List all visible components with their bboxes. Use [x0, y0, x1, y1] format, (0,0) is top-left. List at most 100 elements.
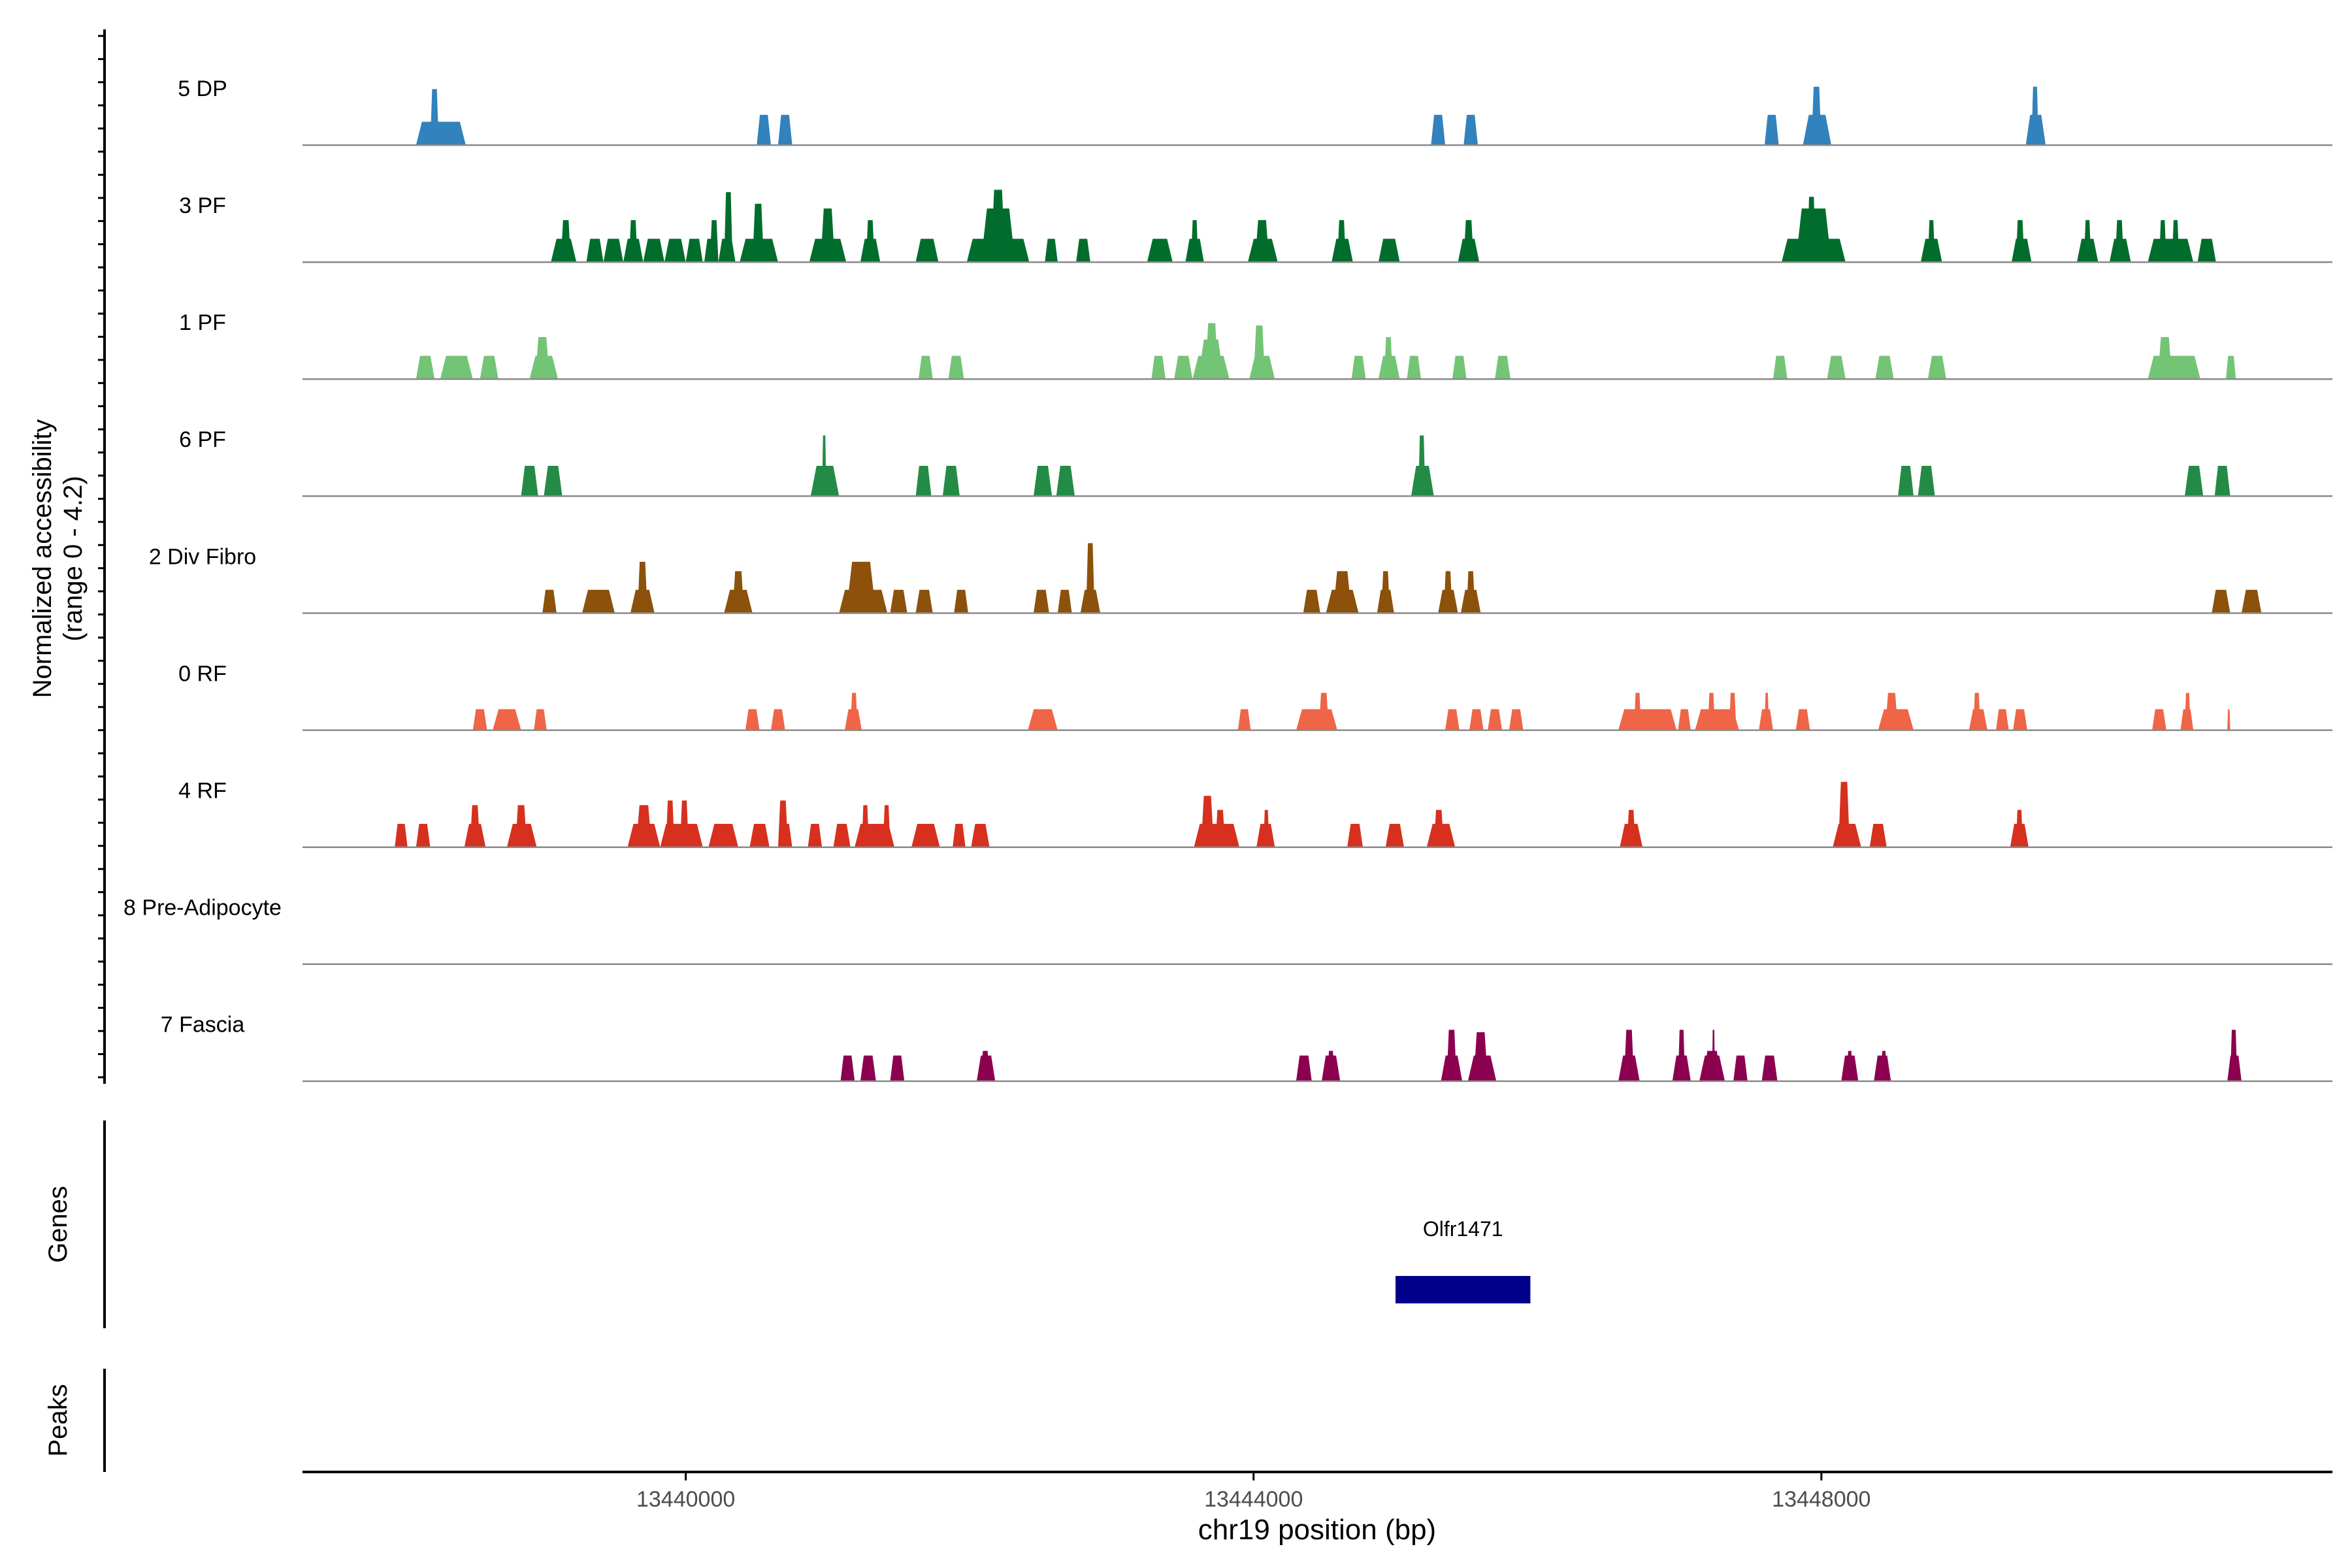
coverage-peak — [1431, 114, 1445, 146]
coverage-peak — [1733, 1055, 1748, 1081]
coverage-peak — [603, 238, 623, 263]
coverage-peak — [1712, 1030, 1715, 1081]
coverage-peak — [1627, 809, 1636, 847]
coverage-peak — [942, 466, 960, 497]
coverage-peak — [1764, 693, 1769, 730]
coverage-peak — [777, 114, 792, 146]
coverage-peak — [416, 824, 431, 847]
coverage-peak — [1807, 197, 1816, 263]
track-label: 4 RF — [178, 778, 227, 803]
coverage-peak — [850, 693, 858, 730]
coverage-peak — [544, 466, 563, 497]
coverage-peak — [1881, 1051, 1887, 1081]
x-tick-label: 13444000 — [1204, 1487, 1303, 1512]
coverage-peak — [534, 709, 547, 730]
coverage-peak — [1495, 355, 1511, 380]
track-1-pf: 1 PF — [179, 310, 2332, 380]
coverage-peak — [1076, 238, 1090, 263]
coverage-peak — [521, 466, 538, 497]
track-2-div-fibro: 2 Div Fibro — [149, 543, 2332, 614]
coverage-peak — [1433, 809, 1444, 847]
coverage-peak — [1028, 709, 1058, 730]
coverage-peak — [561, 220, 571, 263]
coverage-peak — [2083, 220, 2091, 263]
coverage-peak — [1445, 709, 1460, 730]
coverage-peak — [1473, 1032, 1488, 1081]
track-6-pf: 6 PF — [179, 427, 2332, 497]
coverage-peak — [1918, 466, 1935, 497]
coverage-peak — [629, 220, 638, 263]
coverage-peak — [1337, 220, 1346, 263]
coverage-peak — [710, 220, 719, 263]
coverage-peak — [1885, 693, 1899, 730]
coverage-peak — [1237, 709, 1251, 730]
x-tick-label: 13448000 — [1772, 1487, 1870, 1512]
coverage-peak — [821, 208, 835, 263]
coverage-peak — [1205, 323, 1218, 380]
coverage-peak — [2241, 589, 2262, 613]
coverage-peak — [2212, 589, 2230, 613]
coverage-peak — [637, 561, 647, 613]
coverage-peak — [664, 238, 686, 263]
coverage-peak — [1463, 114, 1478, 146]
coverage-peak — [2148, 355, 2200, 380]
coverage-peak — [915, 466, 932, 497]
coverage-peak — [542, 589, 557, 613]
coverage-peak — [2031, 86, 2039, 146]
coverage-peak — [1634, 693, 1641, 730]
coverage-peak — [866, 220, 875, 263]
coverage-peak — [493, 709, 521, 730]
coverage-peak — [2172, 220, 2180, 263]
coverage-peak — [643, 238, 664, 263]
coverage-peak — [2159, 220, 2166, 263]
coverage-peak — [1333, 571, 1352, 613]
coverage-peak — [1927, 220, 1935, 263]
coverage-peak — [757, 114, 771, 146]
coverage-peak — [1215, 809, 1226, 847]
coverage-peak — [1509, 709, 1524, 730]
coverage-peak — [1057, 589, 1072, 613]
coverage-peak — [1151, 355, 1166, 380]
coverage-peak — [395, 824, 408, 847]
coverage-peak — [1263, 809, 1269, 847]
coverage-peak — [971, 824, 990, 847]
coverage-peak — [808, 824, 823, 847]
track-3-pf: 3 PF — [179, 189, 2332, 263]
coverage-peak — [890, 589, 907, 613]
coverage-peak — [1729, 693, 1737, 730]
coverage-peak — [1772, 355, 1788, 380]
coverage-peak — [1407, 355, 1422, 380]
coverage-peak — [833, 824, 851, 847]
coverage-peak — [1347, 824, 1363, 847]
coverage-peak — [1327, 1051, 1335, 1081]
coverage-peak — [911, 824, 940, 847]
coverage-peak — [1303, 589, 1320, 613]
coverage-peak — [822, 435, 826, 497]
coverage-peak — [416, 122, 466, 146]
coverage-peak — [2152, 709, 2166, 730]
coverage-peak — [1147, 238, 1173, 263]
gene-label: Olfr1471 — [1423, 1217, 1503, 1241]
coverage-peak — [2115, 220, 2124, 263]
coverage-peak — [1838, 781, 1850, 847]
x-axis-title: chr19 position (bp) — [1198, 1514, 1436, 1546]
coverage-peak — [1034, 589, 1049, 613]
track-0-rf: 0 RF — [178, 661, 2332, 731]
coverage-peak — [771, 709, 785, 730]
coverage-peak — [954, 589, 968, 613]
coverage-peak — [515, 805, 527, 847]
coverage-peak — [1875, 355, 1894, 380]
y-axis-title-line2: (range 0 - 4.2) — [59, 476, 88, 641]
coverage-peak — [472, 709, 487, 730]
coverage-peak — [2016, 220, 2025, 263]
coverage-peak — [1254, 220, 1269, 263]
coverage-peak — [1253, 325, 1266, 380]
coverage-peak — [1318, 693, 1329, 730]
coverage-peak — [1378, 238, 1400, 263]
y-axis-title-line1: Normalized accessibility — [28, 419, 57, 698]
coverage-peak — [1385, 824, 1404, 847]
coverage-peak — [732, 571, 744, 613]
coverage-peak — [1443, 571, 1452, 613]
coverage-peak — [1452, 355, 1467, 380]
